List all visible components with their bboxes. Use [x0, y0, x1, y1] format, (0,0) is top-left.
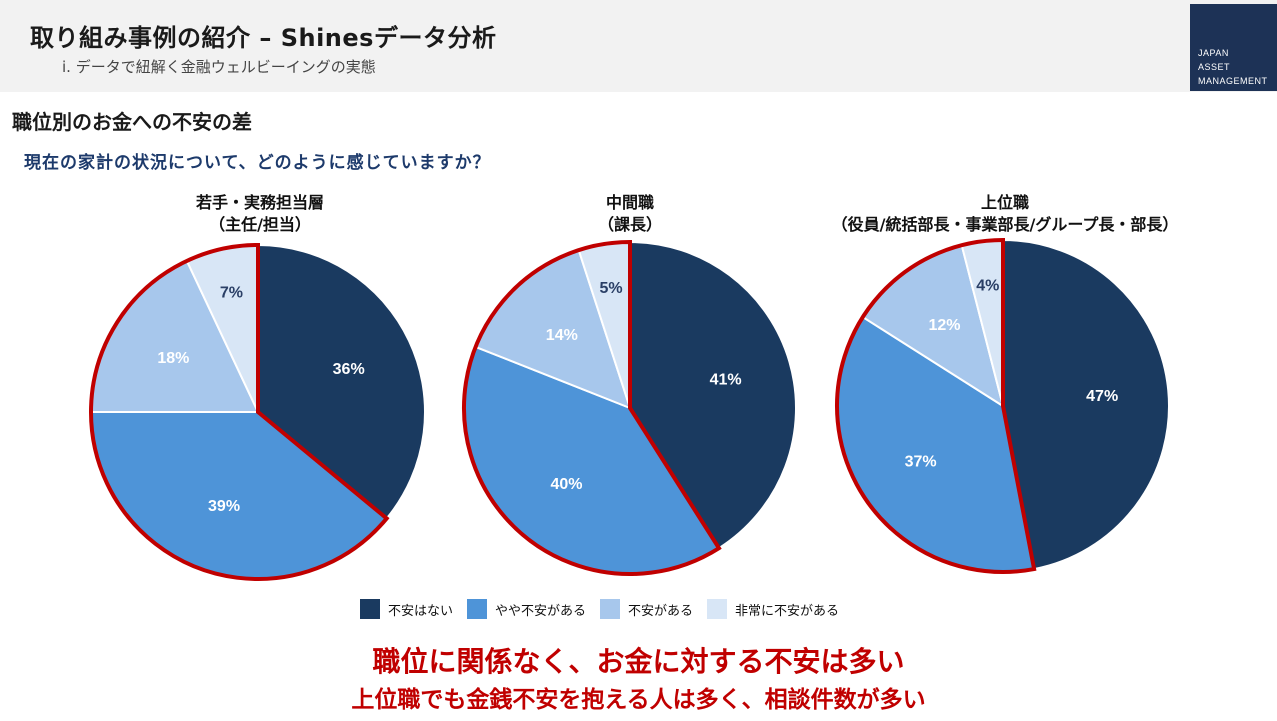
pie-senior-slice-no-anxiety [1002, 238, 1170, 571]
legend-label-no-anxiety: 不安はない [388, 603, 454, 619]
conclusion-subline: 上位職でも金銭不安を抱える人は多く、相談件数が多い [351, 687, 926, 713]
logo-line-1: JAPAN [1198, 48, 1229, 58]
pie-title-senior-line2: （役員/統括部長・事業部長/グループ長・部長） [831, 215, 1179, 234]
pie-middle-label-severe-anxiety: 5% [599, 280, 622, 297]
logo-line-3: MANAGEMENT [1198, 76, 1268, 86]
pie-middle-label-anxiety: 14% [546, 327, 578, 344]
pie-title-middle: 中間職 （課長） [530, 192, 730, 236]
pie-title-senior-line1: 上位職 [980, 193, 1029, 212]
pie-senior-label-severe-anxiety: 4% [976, 277, 999, 294]
legend-label-slight-anxiety: やや不安がある [495, 603, 587, 619]
legend-swatch-slight-anxiety [467, 599, 488, 619]
legend-item-slight-anxiety: やや不安がある [467, 599, 586, 619]
pie-title-middle-line2: （課長） [597, 215, 662, 234]
legend-swatch-severe-anxiety [707, 599, 728, 619]
section-title: 職位別のお金への不安の差 [12, 110, 252, 134]
pie-senior-anxiety-highlight [835, 237, 1037, 574]
pie-senior-label-no-anxiety: 47% [1086, 388, 1118, 405]
pie-junior-anxiety-highlight [89, 242, 390, 581]
pie-title-junior-line1: 若手・実務担当層 [195, 193, 324, 212]
conclusion-headline: 職位に関係なく、お金に対する不安は多い [372, 645, 905, 678]
pie-middle-label-slight-anxiety: 40% [550, 476, 582, 493]
pie-junior-slice-no-anxiety [257, 243, 426, 520]
pie-middle-anxiety-highlight [462, 239, 722, 576]
pie-senior-label-slight-anxiety: 37% [905, 453, 937, 470]
pie-junior-label-anxiety: 18% [157, 350, 189, 367]
survey-question: 現在の家計の状況について、どのように感じていますか？ [24, 153, 491, 173]
legend-label-anxiety: 不安がある [628, 603, 694, 619]
pie-title-junior-line2: （主任/担当） [209, 215, 311, 234]
pie-junior-label-slight-anxiety: 39% [208, 498, 240, 515]
pie-middle-label-no-anxiety: 41% [710, 372, 742, 389]
pie-title-senior: 上位職 （役員/統括部長・事業部長/グループ長・部長） [780, 192, 1230, 236]
page-subtitle: ⅰ. データで紐解く金融ウェルビーイングの実態 [62, 58, 376, 76]
pie-junior-label-no-anxiety: 36% [333, 361, 365, 378]
pie-junior-label-severe-anxiety: 7% [220, 285, 243, 302]
legend-swatch-anxiety [600, 599, 621, 619]
pie-senior-label-anxiety: 12% [928, 317, 960, 334]
company-logo: JAPAN ASSET MANAGEMENT [1190, 4, 1277, 91]
pie-title-junior: 若手・実務担当層 （主任/担当） [160, 192, 360, 236]
legend-swatch-no-anxiety [360, 599, 380, 619]
legend-item-no-anxiety: 不安はない [360, 599, 453, 619]
pie-title-middle-line1: 中間職 [605, 193, 654, 212]
legend-item-anxiety: 不安がある [600, 599, 693, 619]
chart-legend: 不安はない やや不安がある 不安がある 非常に不安がある [360, 596, 853, 622]
page-title: 取り組み事例の紹介 – Shinesデータ分析 [30, 24, 497, 52]
legend-item-severe-anxiety: 非常に不安がある [707, 599, 839, 619]
header-bar: 取り組み事例の紹介 – Shinesデータ分析 ⅰ. データで紐解く金融ウェルビ… [0, 0, 1277, 92]
legend-label-severe-anxiety: 非常に不安がある [735, 603, 840, 619]
logo-line-2: ASSET [1198, 62, 1231, 72]
